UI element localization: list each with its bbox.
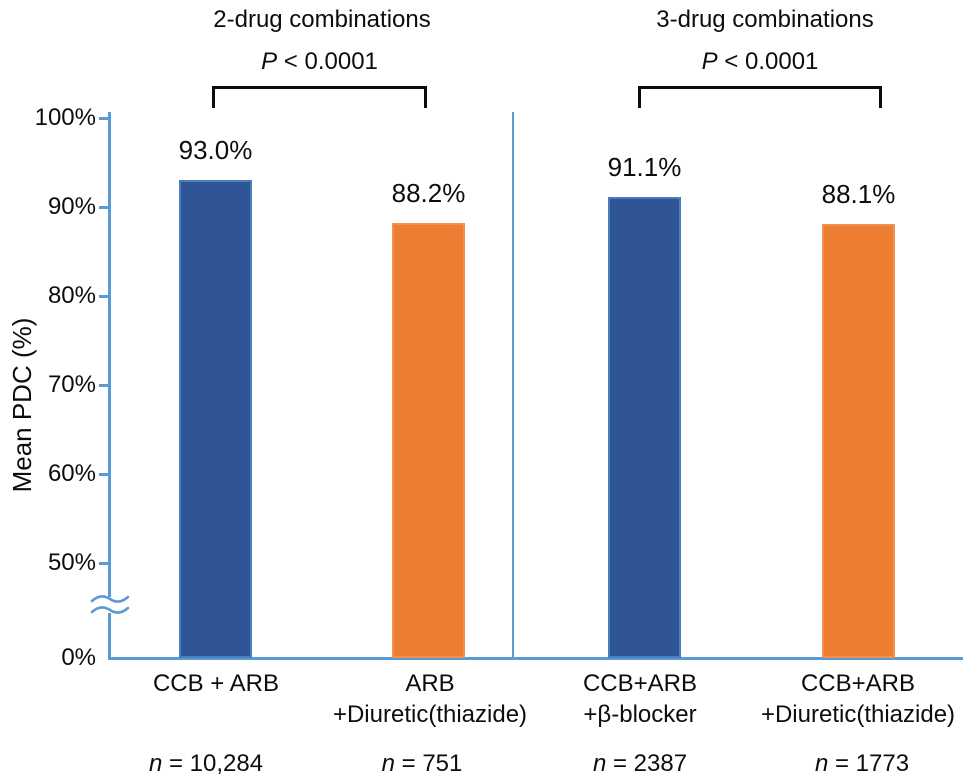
group-title-3drug: 3-drug combinations [656,6,874,33]
category-line2: +Diuretic(thiazide) [760,701,956,728]
bar-value-label: 88.1% [821,178,896,209]
category-label-ccb-arb-bblocker: CCB+ARB +β-blocker [530,668,750,730]
category-line1: CCB+ARB [582,670,698,697]
n-count-label: n = 2387 [592,750,688,777]
category-label-arb-diuretic: ARB +Diuretic(thiazide) [315,668,545,730]
y-tick-label: 60% [47,460,96,487]
n-count-label: n = 1773 [814,750,910,777]
bar-value-label: 88.2% [391,178,466,209]
category-label-ccb-arb: CCB + ARB [106,668,326,699]
y-axis-line [108,112,111,660]
y-tick-70 [99,384,109,387]
y-tick-label: 50% [47,549,96,576]
bar-value-label: 93.0% [178,135,253,166]
category-line1: ARB [405,670,455,697]
y-tick-label: 0% [61,644,96,671]
bar-ccb-arb [179,180,252,658]
y-tick-60 [99,473,109,476]
significance-bracket-left [212,86,427,108]
axis-break-gap [105,597,114,613]
axis-break-icon [90,595,130,614]
bar-value-label: 91.1% [607,152,682,183]
y-tick-label: 100% [34,104,96,131]
y-tick-label: 90% [47,193,96,220]
bar-ccb-arb-bblocker [608,197,681,658]
n-count-label: n = 10,284 [148,750,264,777]
n-count-label: n = 751 [381,750,463,777]
y-tick-label: 80% [47,282,96,309]
y-tick-90 [99,206,109,209]
y-tick-label: 70% [47,371,96,398]
y-axis-title: Mean PDC (%) [7,317,37,493]
significance-bracket-right [638,86,882,108]
category-line2: +β-blocker [583,701,697,728]
category-line1: CCB+ARB [800,670,916,697]
y-tick-80 [99,295,109,298]
category-line2: +Diuretic(thiazide) [332,701,528,728]
x-axis-line [108,657,963,660]
p-value-left: P < 0.0001 [261,48,378,75]
group-title-2drug: 2-drug combinations [213,6,431,33]
category-label-ccb-arb-diuretic: CCB+ARB +Diuretic(thiazide) [746,668,969,730]
category-line1: CCB + ARB [152,670,280,697]
p-value-right: P < 0.0001 [701,48,819,75]
bar-arb-diuretic [392,223,465,658]
bar-ccb-arb-diuretic [822,223,895,658]
y-tick-100 [99,117,109,120]
y-tick-50 [99,562,109,565]
panel-divider-line [512,112,514,657]
